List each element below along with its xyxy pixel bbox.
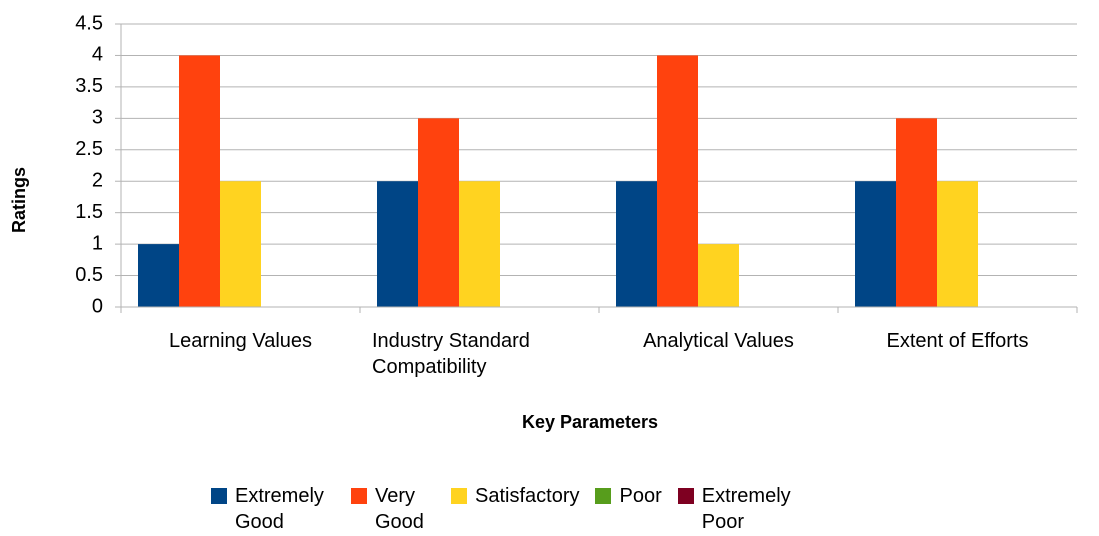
bar bbox=[616, 181, 657, 307]
x-tick-label: Industry Standard Compatibility bbox=[372, 330, 530, 378]
y-tick-label: 0.5 bbox=[75, 264, 103, 286]
y-tick-label: 2 bbox=[92, 170, 103, 192]
legend-label: Satisfactory bbox=[475, 485, 580, 507]
x-tick-label: Extent of Efforts bbox=[886, 330, 1029, 352]
bar bbox=[855, 181, 896, 307]
y-tick-label: 2.5 bbox=[75, 138, 103, 160]
y-axis-title: Ratings bbox=[9, 167, 29, 233]
legend-item: Poor bbox=[595, 483, 662, 535]
x-tick-box: Learning Values bbox=[121, 328, 360, 354]
x-tick-box: Analytical Values bbox=[599, 328, 838, 354]
legend-label: Poor bbox=[619, 485, 662, 507]
x-tick-label: Learning Values bbox=[168, 330, 313, 352]
bar bbox=[179, 55, 220, 307]
x-axis-title: Key Parameters bbox=[522, 412, 658, 432]
legend-item: Satisfactory bbox=[451, 483, 579, 535]
legend-swatch bbox=[351, 488, 367, 504]
bar bbox=[138, 244, 179, 307]
x-tick-box: Extent of Efforts bbox=[838, 328, 1077, 354]
legend-item: Extremely Good bbox=[211, 483, 335, 535]
legend: Extremely Good Very Good Satisfactory Poor E… bbox=[211, 483, 802, 535]
y-tick-label: 1 bbox=[92, 232, 103, 254]
x-tick-box: Industry Standard Compatibility bbox=[360, 328, 599, 380]
bar bbox=[657, 55, 698, 307]
legend-label: Very Good bbox=[375, 485, 424, 533]
bar bbox=[459, 181, 500, 307]
bar bbox=[418, 118, 459, 307]
bar bbox=[220, 181, 261, 307]
legend-swatch bbox=[595, 488, 612, 504]
y-tick-label: 3.5 bbox=[75, 75, 103, 97]
legend-label: Extremely Poor bbox=[701, 485, 791, 533]
y-tick-label: 4 bbox=[92, 44, 103, 66]
legend-item: Very Good bbox=[351, 483, 435, 535]
x-tick-label: Analytical Values bbox=[643, 330, 794, 352]
bar bbox=[698, 244, 739, 307]
legend-swatch bbox=[211, 488, 227, 504]
y-tick-label: 0 bbox=[92, 295, 103, 317]
legend-item: Extremely Poor bbox=[677, 483, 802, 535]
bar bbox=[377, 181, 418, 307]
y-tick-label: 1.5 bbox=[75, 201, 103, 223]
y-tick-label: 4.5 bbox=[75, 12, 103, 34]
bar bbox=[937, 181, 978, 307]
bar bbox=[896, 118, 937, 307]
y-tick-label: 3 bbox=[92, 107, 103, 129]
legend-swatch bbox=[451, 488, 467, 504]
legend-label: Extremely Good bbox=[235, 485, 324, 533]
legend-swatch bbox=[677, 488, 694, 504]
